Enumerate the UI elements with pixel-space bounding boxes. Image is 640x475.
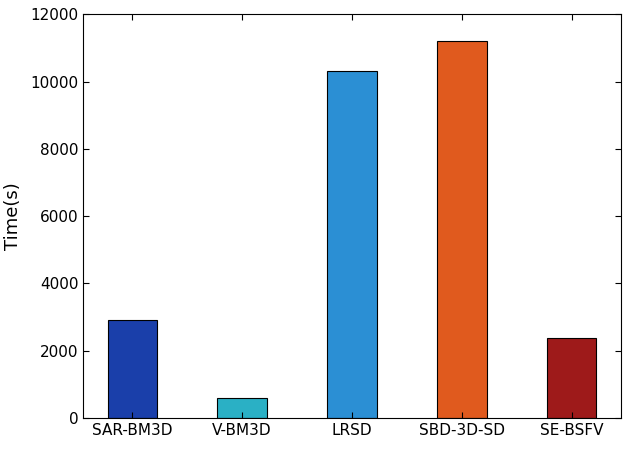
Bar [218, 399, 267, 418]
Bar [327, 71, 377, 418]
Bar [547, 338, 596, 418]
Bar [108, 321, 157, 418]
Y-axis label: Time(s): Time(s) [4, 182, 22, 250]
Bar [437, 41, 486, 418]
